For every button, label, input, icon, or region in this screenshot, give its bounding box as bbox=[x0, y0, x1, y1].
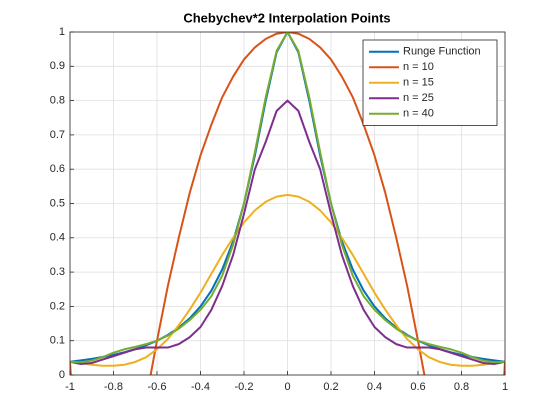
legend-label: n = 10 bbox=[403, 61, 434, 73]
y-tick-label: 0.4 bbox=[50, 232, 65, 244]
legend-label: Runge Function bbox=[403, 46, 481, 58]
y-tick-label: 1 bbox=[59, 26, 65, 38]
chart-title: Chebychev*2 Interpolation Points bbox=[183, 10, 390, 25]
y-tick-label: 0.5 bbox=[50, 197, 65, 209]
x-tick-label: 0.6 bbox=[410, 381, 425, 393]
x-tick-label: -0.2 bbox=[235, 381, 254, 393]
series-line bbox=[70, 32, 505, 363]
legend-label: n = 40 bbox=[403, 108, 434, 120]
y-tick-label: 0 bbox=[59, 369, 65, 381]
ticks: -1 -0.8 -0.6 -0.4 -0.2 0 0.2 0.4 0.6 0.8 1 0 0.1 0.2 0… bbox=[50, 26, 508, 393]
x-tick-label: 1 bbox=[502, 381, 508, 393]
series-line bbox=[70, 32, 505, 364]
y-tick-label: 0.9 bbox=[50, 60, 65, 72]
y-tick-label: 0.3 bbox=[50, 266, 65, 278]
legend: Runge Function n = 10 n = 15 n = 25 n = 40 bbox=[362, 39, 498, 126]
y-tick-label: 0.6 bbox=[50, 163, 65, 175]
x-tick-label: 0 bbox=[284, 381, 290, 393]
y-tick-label: 0.7 bbox=[50, 129, 65, 141]
legend-label: n = 15 bbox=[403, 77, 434, 89]
x-tick-label: -0.6 bbox=[148, 381, 167, 393]
series-line bbox=[70, 99, 505, 366]
x-tick-label: -1 bbox=[65, 381, 75, 393]
x-tick-label: 0.8 bbox=[454, 381, 469, 393]
y-tick-label: 0.1 bbox=[50, 335, 65, 347]
series-line bbox=[70, 193, 505, 367]
lines bbox=[70, 32, 505, 375]
x-tick-label: 0.4 bbox=[367, 381, 382, 393]
y-tick-label: 0.8 bbox=[50, 95, 65, 107]
x-tick-label: -0.8 bbox=[104, 381, 123, 393]
x-tick-label: 0.2 bbox=[323, 381, 338, 393]
legend-label: n = 25 bbox=[403, 92, 434, 104]
x-tick-label: -0.4 bbox=[191, 381, 210, 393]
y-tick-label: 0.2 bbox=[50, 300, 65, 312]
